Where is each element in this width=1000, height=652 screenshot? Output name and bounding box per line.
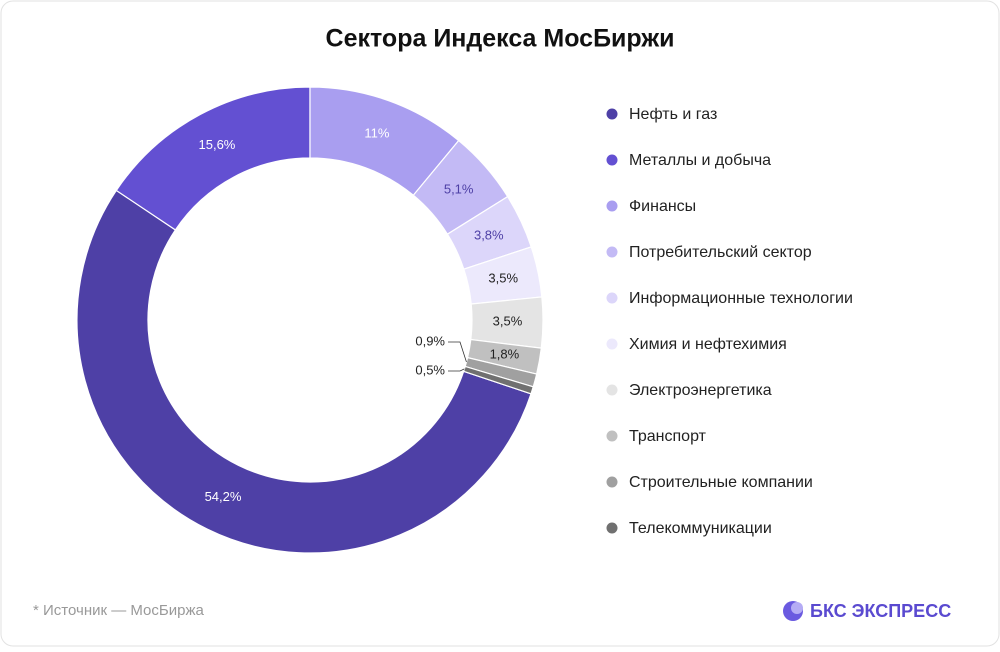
legend-label: Строительные компании xyxy=(629,474,813,491)
slice xyxy=(76,189,532,554)
legend-marker xyxy=(606,292,618,304)
data-label: 3,8% xyxy=(474,228,504,243)
chart-title: Сектора Индекса МосБиржи xyxy=(326,25,675,53)
legend-label: Электроэнергетика xyxy=(629,382,772,399)
data-label: 3,5% xyxy=(488,270,518,285)
legend-marker xyxy=(606,338,618,350)
leader-line xyxy=(448,368,465,372)
legend-marker xyxy=(606,154,618,166)
legend-label: Потребительский сектор xyxy=(629,244,812,261)
legend-marker xyxy=(606,476,618,488)
data-label: 5,1% xyxy=(444,181,474,196)
legend-label: Металлы и добыча xyxy=(629,152,771,169)
legend-label: Финансы xyxy=(629,198,696,215)
legend-marker xyxy=(606,522,618,534)
legend-marker xyxy=(606,430,618,442)
brand-logo: БКС ЭКСПРЕСС xyxy=(783,601,951,621)
slice xyxy=(462,365,534,395)
legend-label: Информационные технологии xyxy=(629,290,853,307)
legend-label: Нефть и газ xyxy=(629,106,717,123)
data-label: 3,5% xyxy=(493,314,523,329)
legend-marker xyxy=(606,200,618,212)
brand: БКС ЭКСПРЕСС xyxy=(810,601,951,621)
legend-marker xyxy=(606,108,618,120)
data-label: 54,2% xyxy=(205,489,242,504)
legend-marker xyxy=(606,246,618,258)
data-label: 11% xyxy=(364,126,389,141)
data-label: 1,8% xyxy=(490,346,520,361)
data-label: 15,6% xyxy=(199,137,236,152)
legend-label: Транспорт xyxy=(629,428,707,445)
legend-label: Химия и нефтехимия xyxy=(629,336,787,353)
leader-line xyxy=(448,341,467,363)
data-label: 0,9% xyxy=(415,333,445,348)
logo-icon xyxy=(791,602,803,614)
data-label: 0,5% xyxy=(415,362,445,377)
legend-marker xyxy=(606,384,618,396)
source-note: * Источник — МосБиржа xyxy=(33,602,204,619)
legend-label: Телекоммуникации xyxy=(629,520,772,537)
